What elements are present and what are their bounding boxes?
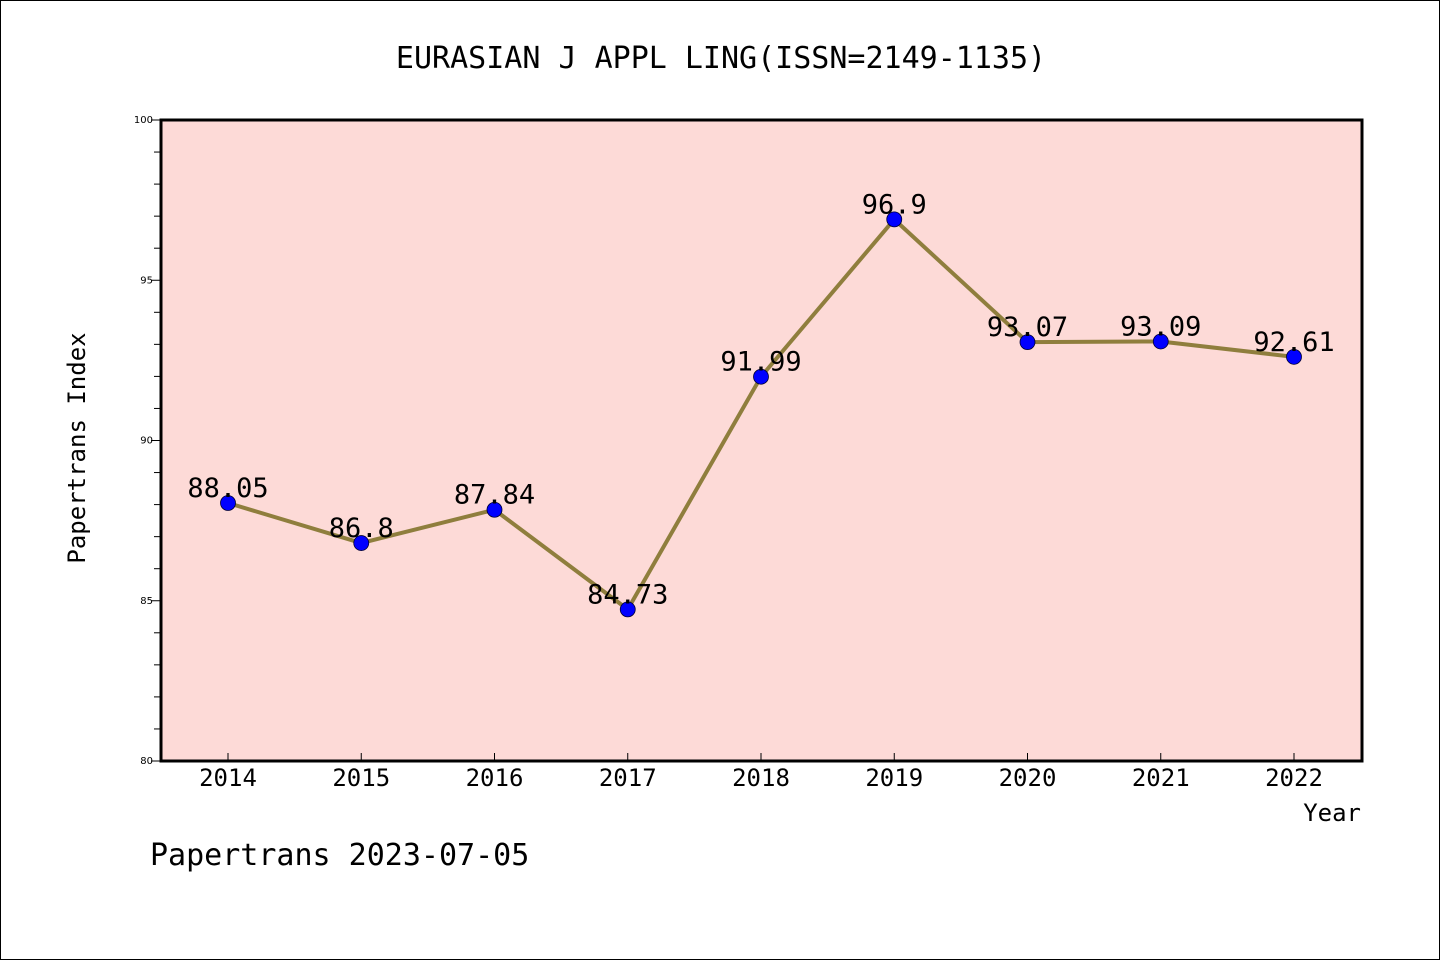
chart-title: EURASIAN J APPL LING(ISSN=2149-1135) [396,41,1046,76]
y-tick-label: 85 [140,596,153,607]
data-point [619,601,636,618]
footer-date-label: Papertrans 2023-07-05 [150,838,529,873]
data-label: 96.9 [862,189,927,220]
x-tick-label: 2015 [332,764,390,792]
x-tick-label: 2018 [732,764,790,792]
data-label: 88.05 [187,473,268,504]
data-point [886,211,903,228]
x-tick-label: 2016 [466,764,524,792]
data-label: 92.61 [1253,327,1334,358]
x-tick-label: 2017 [599,764,657,792]
data-point [1152,333,1169,350]
data-label: 93.09 [1120,311,1201,342]
data-labels: 88.05 86.8 87.84 84.73 91.99 96.9 93.07 93.09 92… [187,189,1334,610]
y-tick-label: 90 [140,436,153,447]
y-tick-label: 100 [134,115,153,126]
data-point [486,501,503,518]
x-axis: 2014 2015 2016 2017 2018 2019 2020 2021 2022 [199,753,1323,792]
data-label: 86.8 [329,513,394,544]
data-label: 84.73 [587,579,668,610]
x-tick-label: 2019 [865,764,923,792]
series-papertrans-index [220,211,1302,618]
x-tick-label: 2020 [999,764,1057,792]
data-point [220,495,236,511]
x-axis-label: Year [1303,799,1361,827]
data-point [753,368,769,385]
x-tick-label: 2021 [1132,764,1190,792]
plot-border [159,118,1364,763]
data-point [1019,334,1036,351]
y-tick-label: 80 [140,756,153,767]
data-point [1286,348,1302,365]
x-tick-label: 2022 [1265,764,1323,792]
data-point [353,535,370,551]
data-label: 87.84 [454,480,535,511]
plot-area [161,120,1362,761]
x-tick-label: 2014 [199,764,257,792]
y-axis-label: Papertrans Index [63,332,91,563]
data-label: 93.07 [987,312,1068,343]
y-tick-label: 95 [140,275,153,286]
data-label: 91.99 [720,347,801,378]
y-axis: 80 85 90 95 100 [134,115,161,767]
